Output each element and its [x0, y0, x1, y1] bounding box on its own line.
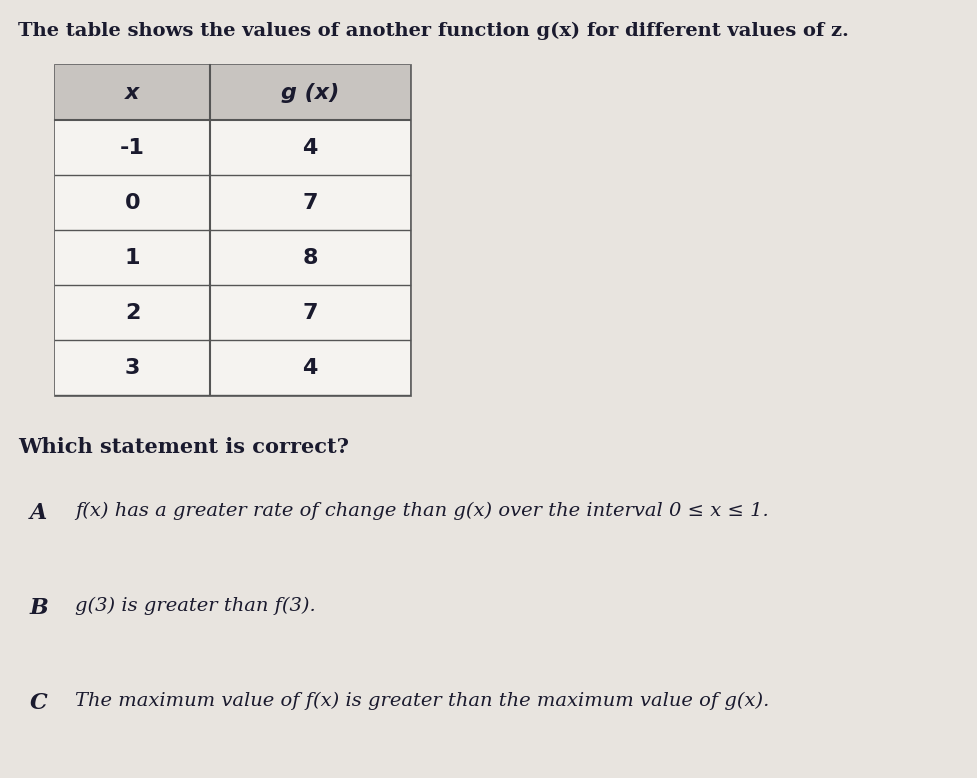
- Text: 4: 4: [302, 138, 318, 157]
- Text: The table shows the values of another function g(x) for different values of z.: The table shows the values of another fu…: [18, 22, 849, 40]
- Text: 7: 7: [302, 192, 318, 212]
- Bar: [55, 175, 410, 230]
- Bar: [55, 285, 410, 340]
- Bar: [55, 65, 410, 395]
- Text: A: A: [30, 502, 47, 524]
- Text: Which statement is correct?: Which statement is correct?: [18, 437, 349, 457]
- Text: -1: -1: [120, 138, 145, 157]
- Text: C: C: [30, 692, 48, 714]
- Text: 4: 4: [302, 358, 318, 377]
- Bar: [55, 340, 410, 395]
- Text: 7: 7: [302, 303, 318, 323]
- Text: x: x: [125, 82, 140, 103]
- Text: B: B: [30, 597, 49, 619]
- Bar: [55, 230, 410, 285]
- Text: f(x) has a greater rate of change than g(x) over the interval 0 ≤ x ≤ 1.: f(x) has a greater rate of change than g…: [75, 502, 769, 520]
- Text: 3: 3: [125, 358, 140, 377]
- Text: 0: 0: [125, 192, 141, 212]
- Text: g(3) is greater than f(3).: g(3) is greater than f(3).: [75, 597, 316, 615]
- Text: 1: 1: [125, 247, 141, 268]
- Text: 2: 2: [125, 303, 140, 323]
- Bar: [55, 65, 410, 120]
- Text: 8: 8: [302, 247, 318, 268]
- Bar: [55, 120, 410, 175]
- Text: The maximum value of f(x) is greater than the maximum value of g(x).: The maximum value of f(x) is greater tha…: [75, 692, 769, 710]
- Text: g (x): g (x): [280, 82, 339, 103]
